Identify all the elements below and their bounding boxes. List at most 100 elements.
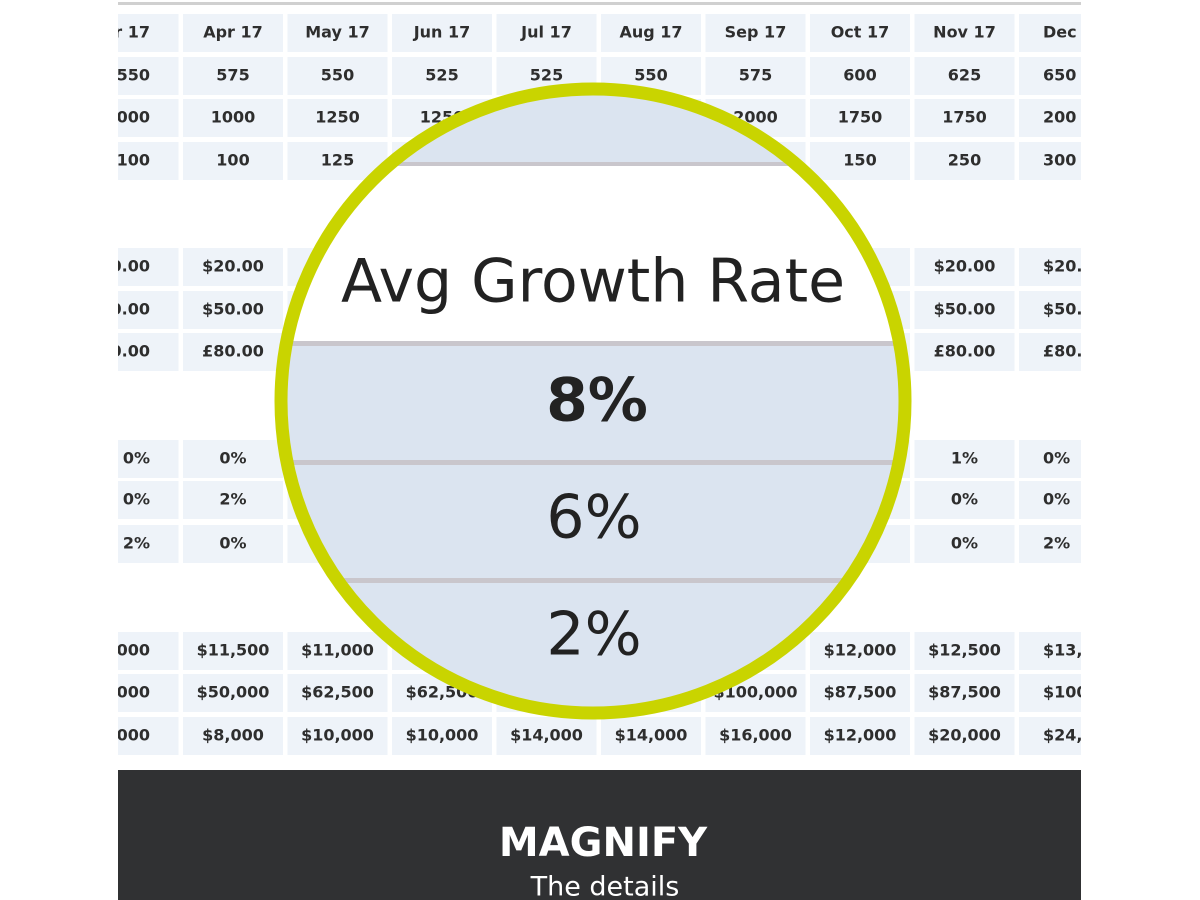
cell-text: ,000: [111, 726, 150, 745]
lens-separator: [281, 578, 905, 583]
cell-text: 0%: [123, 490, 150, 509]
cell-text: $50.00: [202, 300, 264, 319]
cell-text: 80.00: [99, 342, 150, 361]
cell-text: 1%: [951, 449, 978, 468]
column-header: Apr 17: [203, 23, 263, 42]
cell: [392, 717, 492, 755]
lens-ring: [274, 82, 912, 720]
cell-text: 550: [634, 66, 667, 85]
cell-text: £80.00: [202, 342, 264, 361]
cell: [1019, 142, 1081, 180]
cell: [118, 248, 179, 286]
column-header: Nov 17: [933, 23, 996, 42]
cell-text: 2%: [123, 534, 150, 553]
cell: [118, 717, 179, 755]
cell-text: 600: [843, 66, 876, 85]
header-cell: [601, 14, 701, 52]
cell: [810, 632, 910, 670]
cell: [914, 333, 1015, 371]
cell-text: £80.0: [1043, 342, 1094, 361]
column-header: Sep 17: [725, 23, 787, 42]
cell-text: 525: [425, 66, 458, 85]
cell: [1019, 632, 1081, 670]
cell: [118, 632, 179, 670]
cell-text: 100: [117, 151, 150, 170]
cell-text: $50.0: [1043, 300, 1094, 319]
cell-text: $20.00: [202, 257, 264, 276]
cell: [914, 99, 1015, 137]
cell: [914, 291, 1015, 329]
cell: [183, 57, 283, 95]
cell-text: 150: [843, 151, 876, 170]
cell-text: 650: [1043, 66, 1076, 85]
cell: [118, 291, 179, 329]
cell: [1019, 440, 1081, 478]
cell-text: 0%: [123, 449, 150, 468]
cell: [183, 481, 283, 519]
cell-text: $12,000: [824, 641, 897, 660]
cell: [183, 99, 283, 137]
cell-text: 525: [530, 66, 563, 85]
lens-separator: [281, 162, 905, 166]
cell: [601, 717, 701, 755]
cell-text: $11,500: [197, 641, 270, 660]
cell-text: $13,0: [1043, 641, 1094, 660]
cell-text: 2%: [219, 490, 246, 509]
cell: [118, 674, 179, 712]
cell-text: 50.00: [99, 300, 150, 319]
cell-text: 0,000: [99, 683, 150, 702]
cell-text: 0%: [219, 534, 246, 553]
cell-text: $11,000: [301, 641, 374, 660]
cell-text: 1250: [315, 108, 360, 127]
cell-text: $100,000: [713, 683, 797, 702]
cell-text: 20.00: [99, 257, 150, 276]
cell-text: 550: [117, 66, 150, 85]
cell: [496, 717, 597, 755]
cell: [287, 717, 388, 755]
cell-text: ,000: [111, 641, 150, 660]
cell: [287, 632, 388, 670]
cell-text: 575: [739, 66, 772, 85]
cell: [914, 632, 1015, 670]
lens-value: 6%: [546, 483, 641, 553]
cell-text: 575: [216, 66, 249, 85]
cell: [914, 440, 1015, 478]
cell: [810, 717, 910, 755]
cell: [914, 717, 1015, 755]
column-header: Aug 17: [619, 23, 682, 42]
cell-text: $20.0: [1043, 257, 1094, 276]
column-header: Jul 17: [520, 23, 572, 42]
cell-text: 0%: [1043, 449, 1070, 468]
cell: [1019, 248, 1081, 286]
lens-separator: [281, 341, 905, 346]
cell-text: 550: [321, 66, 354, 85]
cell: [183, 632, 283, 670]
cell-text: 000: [117, 108, 150, 127]
lens-value: 2%: [546, 600, 641, 670]
cell-text: $87,500: [928, 683, 1001, 702]
cell-text: 125: [321, 151, 354, 170]
header-cell: [496, 14, 597, 52]
cell: [183, 674, 283, 712]
cell-text: 0%: [951, 534, 978, 553]
cell-text: $62,500: [301, 683, 374, 702]
cell: [118, 481, 179, 519]
cell: [705, 717, 806, 755]
cell-text: 1000: [211, 108, 256, 127]
cell: [183, 440, 283, 478]
lens-title: Avg Growth Rate: [341, 247, 845, 317]
cell-text: $50,000: [197, 683, 270, 702]
cell: [287, 57, 388, 95]
cell-text: $20,000: [928, 726, 1001, 745]
column-header: Dec: [1043, 23, 1077, 42]
cell-text: $10,000: [301, 726, 374, 745]
cell: [914, 481, 1015, 519]
cell-text: $12,000: [824, 726, 897, 745]
cell: [1019, 291, 1081, 329]
cell: [118, 333, 179, 371]
cell: [118, 440, 179, 478]
header-cell: [1019, 14, 1081, 52]
cell-text: 2%: [1043, 534, 1070, 553]
cell-text: 1750: [838, 108, 883, 127]
